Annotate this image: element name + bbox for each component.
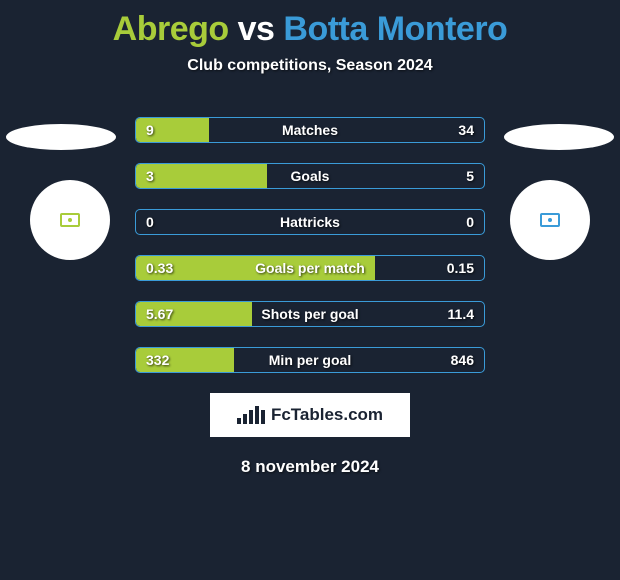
comparison-title: Abrego vs Botta Montero [0, 0, 620, 49]
stat-row: 9Matches34 [135, 117, 485, 143]
stat-label: Shots per goal [136, 302, 484, 326]
subtitle: Club competitions, Season 2024 [0, 57, 620, 75]
player2-flag-placeholder [504, 124, 614, 150]
club-badge-icon [540, 213, 560, 227]
date-text: 8 november 2024 [0, 457, 620, 477]
player1-flag-placeholder [6, 124, 116, 150]
stat-row: 332Min per goal846 [135, 347, 485, 373]
stat-label: Min per goal [136, 348, 484, 372]
stat-label: Goals per match [136, 256, 484, 280]
stat-row: 3Goals5 [135, 163, 485, 189]
stat-row: 0.33Goals per match0.15 [135, 255, 485, 281]
player1-club-badge [30, 180, 110, 260]
player2-club-badge [510, 180, 590, 260]
stat-value-right: 0 [466, 210, 474, 234]
player1-name: Abrego [113, 10, 229, 48]
bar-chart-icon [237, 406, 265, 424]
player2-name: Botta Montero [283, 10, 507, 48]
stat-value-right: 11.4 [448, 302, 474, 326]
stat-row: 0Hattricks0 [135, 209, 485, 235]
stat-value-right: 846 [451, 348, 474, 372]
stat-label: Goals [136, 164, 484, 188]
brand-badge: FcTables.com [210, 393, 410, 437]
stat-row: 5.67Shots per goal11.4 [135, 301, 485, 327]
club-badge-icon [60, 213, 80, 227]
stat-value-right: 5 [466, 164, 474, 188]
stats-chart: 9Matches34 3Goals5 0Hattricks0 0.33Goals pe… [135, 117, 485, 373]
stat-value-right: 0.15 [447, 256, 474, 280]
stat-label: Matches [136, 118, 484, 142]
brand-text: FcTables.com [271, 405, 383, 425]
stat-label: Hattricks [136, 210, 484, 234]
stat-value-right: 34 [458, 118, 474, 142]
vs-text: vs [238, 10, 275, 48]
